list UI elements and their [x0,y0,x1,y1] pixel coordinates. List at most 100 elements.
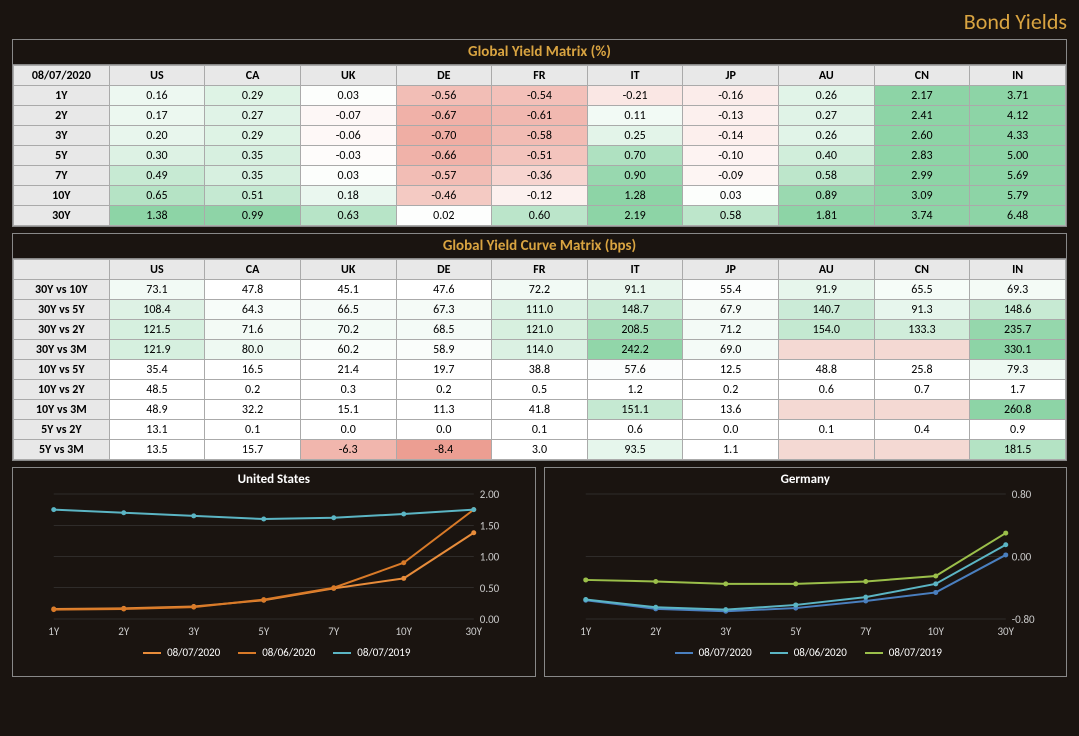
yield-cell: 5.79 [970,186,1066,206]
curve-cell: 148.7 [587,300,683,320]
yield-cell: 1.38 [109,206,205,226]
yield-cell: 0.03 [300,166,396,186]
curve-cell: 0.0 [300,420,396,440]
svg-text:0.50: 0.50 [480,582,500,595]
curve-cell: 114.0 [492,340,588,360]
svg-text:-0.80: -0.80 [1011,613,1034,626]
curve-cell: 80.0 [205,340,301,360]
yield-cell: 2.41 [874,106,970,126]
curve-cell-empty [874,400,970,420]
curve-matrix-title: Global Yield Curve Matrix (bps) [13,234,1066,259]
yield-cell: 0.27 [779,106,875,126]
us-chart-title: United States [17,472,531,487]
curve-cell: 47.6 [396,280,492,300]
curve-cell: 47.8 [205,280,301,300]
col-head: JP [683,260,779,280]
curve-cell: 15.7 [205,440,301,460]
col-head: UK [300,66,396,86]
curve-cell: 0.7 [874,380,970,400]
yield-cell: 0.90 [587,166,683,186]
curve-cell: 69.3 [970,280,1066,300]
yield-cell: 0.35 [205,166,301,186]
row-head: 3Y [14,126,110,146]
yield-cell: 0.99 [205,206,301,226]
legend-item: 08/07/2020 [669,646,752,659]
col-head: UK [300,260,396,280]
de-legend: 08/07/202008/06/202008/07/2019 [549,646,1063,659]
us-chart-svg: 0.000.501.001.502.001Y2Y3Y5Y7Y10Y30Y [17,489,531,639]
curve-cell: 181.5 [970,440,1066,460]
yield-matrix: Global Yield Matrix (%) 08/07/2020USCAUK… [12,39,1067,227]
col-head: DE [396,260,492,280]
charts-row: United States 0.000.501.001.502.001Y2Y3Y… [12,467,1067,677]
yield-cell: -0.06 [300,126,396,146]
curve-cell-empty [874,440,970,460]
row-head: 10Y vs 5Y [14,360,110,380]
svg-text:0.80: 0.80 [1011,489,1031,501]
yield-cell: 0.58 [779,166,875,186]
col-head: US [109,260,205,280]
yield-cell: 2.99 [874,166,970,186]
yield-cell: -0.70 [396,126,492,146]
yield-cell: -0.54 [492,86,588,106]
curve-cell: 13.6 [683,400,779,420]
yield-cell: -0.46 [396,186,492,206]
svg-text:1.00: 1.00 [480,551,500,564]
yield-cell: 1.28 [587,186,683,206]
yield-cell: 0.18 [300,186,396,206]
col-head: IN [970,66,1066,86]
row-head: 10Y vs 3M [14,400,110,420]
curve-cell: 11.3 [396,400,492,420]
curve-cell: 154.0 [779,320,875,340]
yield-matrix-table: 08/07/2020USCAUKDEFRITJPAUCNIN 1Y0.160.2… [13,65,1066,226]
curve-cell: 64.3 [205,300,301,320]
curve-cell: 69.0 [683,340,779,360]
svg-text:1Y: 1Y [48,625,60,638]
yield-cell: -0.36 [492,166,588,186]
curve-cell: 208.5 [587,320,683,340]
curve-cell: 0.0 [683,420,779,440]
row-head: 5Y [14,146,110,166]
curve-cell: 79.3 [970,360,1066,380]
yield-cell: 6.48 [970,206,1066,226]
curve-cell: 71.6 [205,320,301,340]
row-head: 2Y [14,106,110,126]
row-head: 5Y vs 2Y [14,420,110,440]
yield-cell: -0.16 [683,86,779,106]
yield-cell: 0.11 [587,106,683,126]
curve-cell: 121.0 [492,320,588,340]
curve-cell: 66.5 [300,300,396,320]
yield-cell: 2.17 [874,86,970,106]
yield-cell: 2.19 [587,206,683,226]
yield-cell: 0.40 [779,146,875,166]
curve-cell: 12.5 [683,360,779,380]
curve-cell: 45.1 [300,280,396,300]
svg-text:1Y: 1Y [580,625,592,638]
svg-text:7Y: 7Y [328,625,340,638]
curve-cell: 91.3 [874,300,970,320]
curve-cell: 242.2 [587,340,683,360]
curve-cell: 55.4 [683,280,779,300]
col-head: US [109,66,205,86]
page-title: Bond Yields [12,8,1067,35]
curve-cell: 121.9 [109,340,205,360]
curve-cell: 13.5 [109,440,205,460]
curve-cell: 0.4 [874,420,970,440]
row-head: 10Y [14,186,110,206]
curve-cell-empty [874,340,970,360]
curve-cell: 140.7 [779,300,875,320]
svg-text:30Y: 30Y [465,625,482,638]
curve-cell: 1.1 [683,440,779,460]
svg-text:2Y: 2Y [118,625,130,638]
yield-cell: 0.20 [109,126,205,146]
curve-cell: 0.2 [683,380,779,400]
col-head: FR [492,66,588,86]
de-chart: Germany -0.800.000.801Y2Y3Y5Y7Y10Y30Y 08… [544,467,1068,677]
curve-cell: 235.7 [970,320,1066,340]
yield-cell: -0.21 [587,86,683,106]
curve-cell: 0.3 [300,380,396,400]
yield-cell: 0.30 [109,146,205,166]
row-head: 30Y vs 5Y [14,300,110,320]
yield-cell: 4.12 [970,106,1066,126]
col-head: AU [779,260,875,280]
